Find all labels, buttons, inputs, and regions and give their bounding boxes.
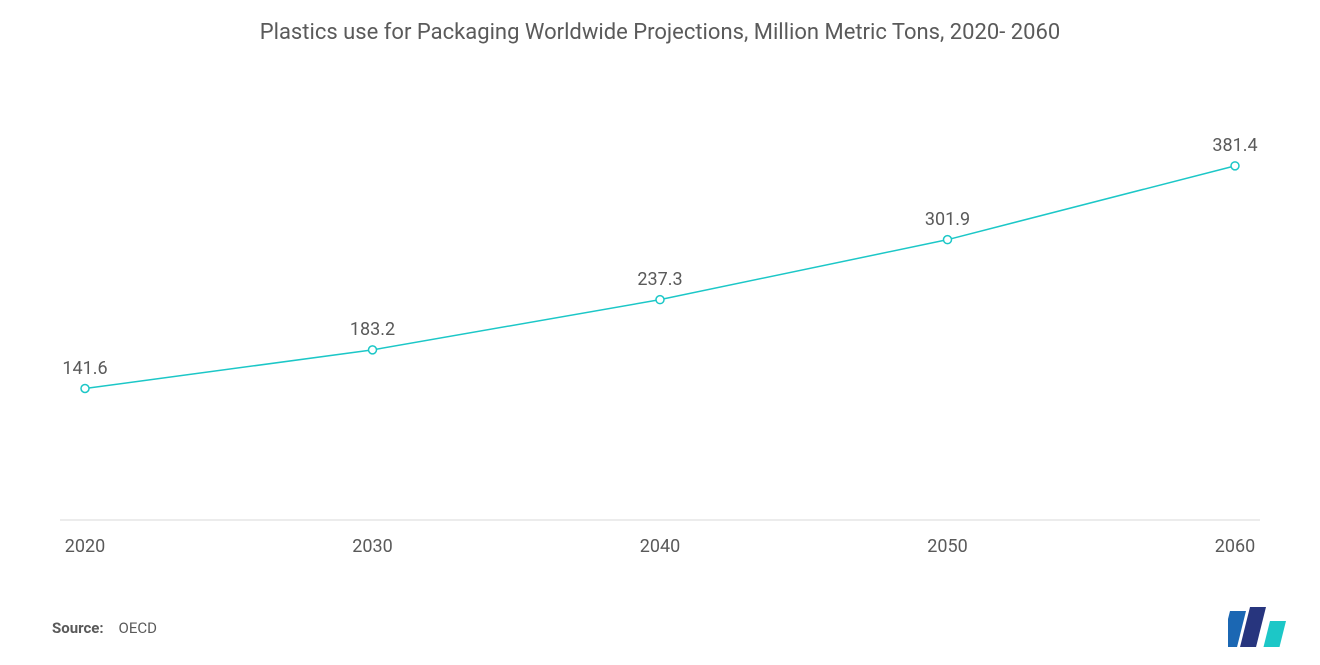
brand-logo-svg [1228, 607, 1290, 647]
data-point-marker [944, 236, 952, 244]
source-value: OECD [119, 619, 157, 637]
source-citation: Source: OECD [52, 619, 157, 637]
source-label: Source: [52, 619, 104, 637]
x-axis-category-label: 2030 [352, 536, 392, 557]
chart-title: Plastics use for Packaging Worldwide Pro… [0, 20, 1320, 45]
x-axis-category-label: 2060 [1215, 536, 1255, 557]
brand-logo [1228, 607, 1290, 647]
plot-area: 141.62020183.22030237.32040301.92050381.… [60, 70, 1260, 530]
data-point-marker [656, 296, 664, 304]
data-point-marker [369, 346, 377, 354]
line-chart: Plastics use for Packaging Worldwide Pro… [0, 0, 1320, 665]
data-point-label: 301.9 [925, 209, 970, 230]
x-axis-category-label: 2040 [640, 536, 680, 557]
data-point-label: 141.6 [62, 358, 107, 379]
data-point-marker [1231, 162, 1239, 170]
data-point-label: 183.2 [350, 319, 395, 340]
data-point-marker [81, 385, 89, 393]
x-axis-category-label: 2020 [65, 536, 105, 557]
data-point-label: 381.4 [1212, 135, 1257, 156]
data-point-label: 237.3 [637, 269, 682, 290]
x-axis-category-label: 2050 [927, 536, 967, 557]
plot-svg [60, 70, 1260, 530]
